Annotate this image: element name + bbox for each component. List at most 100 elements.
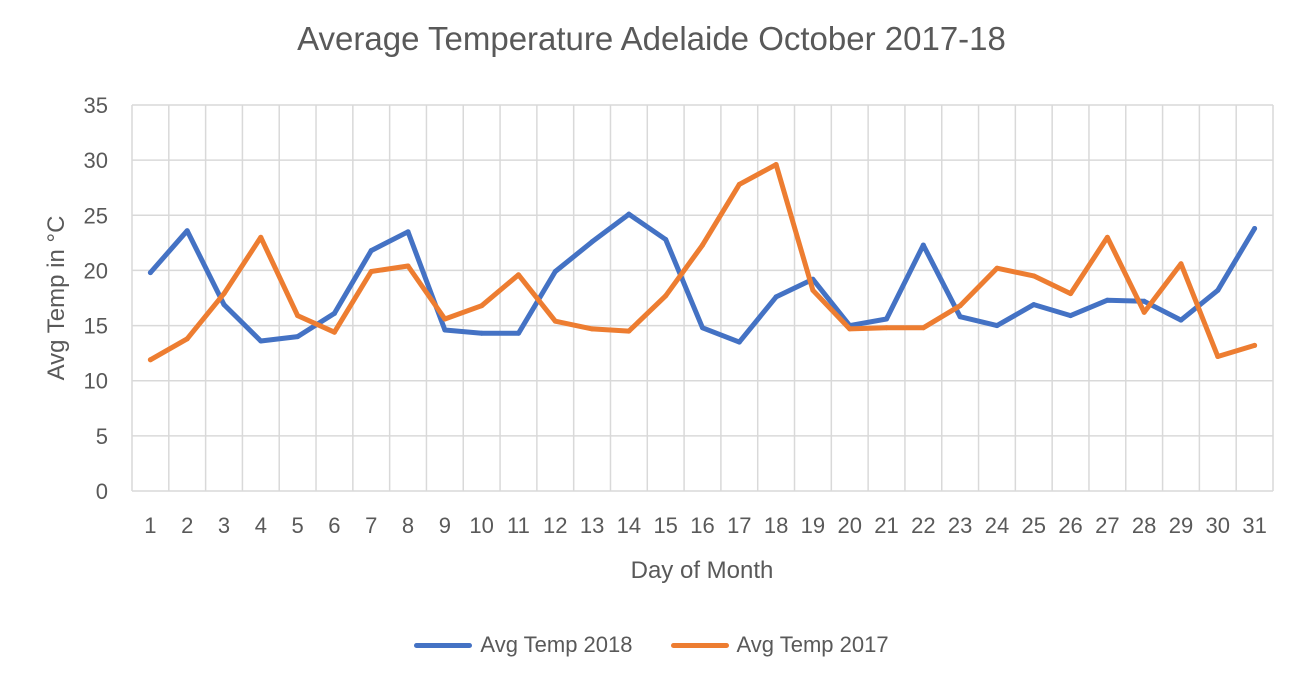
x-tick-label: 5 (292, 513, 304, 538)
x-tick-label: 16 (690, 513, 714, 538)
x-tick-label: 26 (1058, 513, 1082, 538)
data-point-2018 (663, 237, 669, 243)
legend-label-2018: Avg Temp 2018 (480, 632, 633, 657)
legend-item-2018: Avg Temp 2018 (414, 632, 633, 658)
data-point-2017 (331, 329, 337, 335)
data-point-2018 (957, 314, 963, 320)
data-point-2017 (1104, 234, 1110, 240)
x-tick-labels: 1 2 3 4 5 6 7 8 9 10 11 12 13 14 15 16 17 18 19 20 21 22 23 24 2… (144, 513, 1267, 538)
data-point-2017 (1068, 291, 1074, 297)
data-point-2018 (515, 330, 521, 336)
x-tick-label: 24 (985, 513, 1009, 538)
x-tick-label: 28 (1132, 513, 1156, 538)
y-tick-label: 35 (84, 93, 108, 118)
y-tick-labels: 0 5 10 15 20 25 30 35 (84, 93, 108, 504)
data-point-2018 (442, 327, 448, 333)
data-point-2017 (957, 303, 963, 309)
data-point-2018 (773, 294, 779, 300)
x-tick-label: 14 (617, 513, 641, 538)
data-point-2018 (1068, 313, 1074, 319)
data-point-2018 (884, 316, 890, 322)
data-point-2018 (295, 334, 301, 340)
x-tick-label: 23 (948, 513, 972, 538)
data-point-2017 (258, 234, 264, 240)
data-point-2018 (405, 229, 411, 235)
data-point-2017 (1252, 342, 1258, 348)
data-point-2017 (295, 313, 301, 319)
y-tick-label: 20 (84, 258, 108, 283)
x-tick-label: 6 (328, 513, 340, 538)
data-point-2017 (368, 269, 374, 275)
data-point-2018 (994, 323, 1000, 329)
data-point-2018 (552, 269, 558, 275)
data-point-2017 (626, 328, 632, 334)
data-point-2017 (405, 263, 411, 269)
data-point-2017 (810, 287, 816, 293)
x-tick-label: 7 (365, 513, 377, 538)
data-point-2018 (331, 310, 337, 316)
y-tick-label: 0 (96, 479, 108, 504)
x-tick-label: 22 (911, 513, 935, 538)
x-tick-label: 9 (439, 513, 451, 538)
x-tick-label: 25 (1022, 513, 1046, 538)
data-point-2018 (1031, 302, 1037, 308)
x-tick-label: 18 (764, 513, 788, 538)
gridlines (131, 104, 1274, 492)
legend: Avg Temp 2018 Avg Temp 2017 (0, 632, 1303, 658)
data-point-2017 (663, 293, 669, 299)
data-point-2017 (1178, 261, 1184, 267)
data-point-2018 (1104, 297, 1110, 303)
data-point-2017 (884, 325, 890, 331)
data-point-2018 (626, 211, 632, 217)
data-point-2018 (1141, 298, 1147, 304)
y-tick-label: 25 (84, 203, 108, 228)
data-point-2017 (1141, 309, 1147, 315)
data-point-2017 (515, 272, 521, 278)
data-point-2018 (184, 228, 190, 234)
data-point-2017 (736, 181, 742, 187)
legend-swatch-2017 (670, 642, 729, 648)
x-tick-label: 13 (580, 513, 604, 538)
y-axis-label: Avg Temp in °C (43, 216, 70, 381)
data-point-2017 (1215, 353, 1221, 359)
data-point-2018 (589, 239, 595, 245)
x-tick-label: 2 (181, 513, 193, 538)
data-point-2017 (700, 242, 705, 248)
data-point-2018 (1178, 317, 1184, 323)
x-tick-label: 8 (402, 513, 414, 538)
legend-swatch-2018 (414, 642, 473, 648)
x-tick-label: 15 (653, 513, 677, 538)
x-tick-label: 12 (543, 513, 567, 538)
y-tick-label: 30 (84, 148, 108, 173)
x-tick-label: 29 (1169, 513, 1193, 538)
series-lines (147, 162, 1258, 363)
data-point-2018 (920, 242, 926, 248)
data-point-2017 (442, 316, 448, 322)
data-point-2018 (221, 302, 227, 308)
x-tick-label: 19 (801, 513, 825, 538)
data-point-2018 (1252, 226, 1258, 232)
y-tick-label: 15 (84, 314, 108, 339)
data-point-2017 (589, 326, 595, 332)
data-point-2018 (147, 270, 153, 276)
x-tick-label: 27 (1095, 513, 1119, 538)
data-point-2017 (552, 318, 558, 324)
x-tick-label: 20 (837, 513, 861, 538)
data-point-2017 (847, 326, 853, 332)
x-tick-label: 4 (255, 513, 267, 538)
data-point-2018 (736, 339, 742, 345)
x-tick-label: 3 (218, 513, 230, 538)
data-point-2018 (368, 248, 374, 254)
legend-item-2017: Avg Temp 2017 (670, 632, 889, 658)
data-point-2017 (994, 265, 1000, 271)
chart-title: Average Temperature Adelaide October 201… (297, 20, 1006, 57)
data-point-2017 (1031, 273, 1037, 279)
data-point-2017 (147, 357, 153, 363)
data-point-2018 (700, 325, 705, 331)
data-point-2017 (221, 291, 227, 297)
x-axis-label: Day of Month (631, 557, 774, 584)
data-point-2018 (1215, 287, 1221, 293)
data-point-2017 (773, 162, 779, 168)
x-tick-label: 10 (469, 513, 493, 538)
